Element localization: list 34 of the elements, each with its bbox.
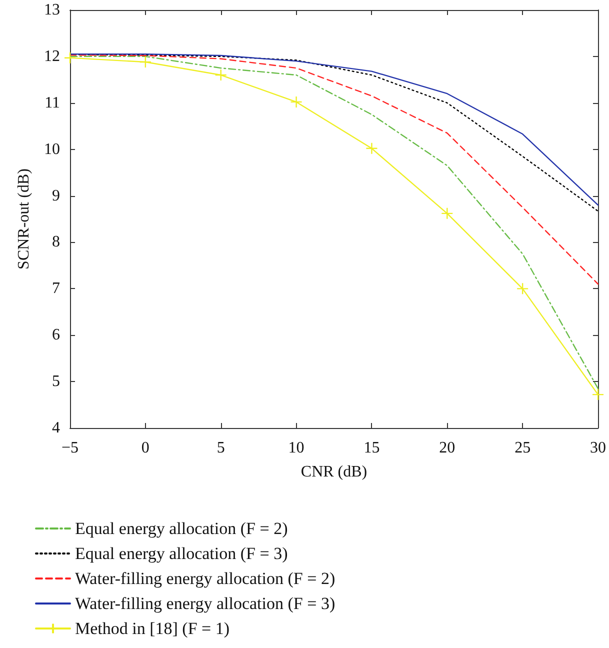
y-tick-label: 12 — [44, 48, 60, 65]
x-tick-label: 25 — [514, 440, 531, 456]
y-axis-title: SCNR-out (dB) — [16, 168, 32, 270]
x-axis-title: CNR (dB) — [300, 464, 368, 480]
x-tick-label: 20 — [439, 440, 456, 456]
legend-label: Method in [18] (F = 1) — [75, 619, 230, 638]
x-tick-label: 30 — [590, 440, 606, 456]
point — [366, 142, 378, 155]
point — [214, 68, 227, 82]
y-tick-label: 5 — [52, 373, 60, 390]
y-tick-label: 6 — [52, 326, 60, 344]
y-tick-label: 13 — [44, 2, 60, 18]
legend-label: Water-filling energy allocation (F = 2) — [75, 569, 336, 588]
line-series — [69, 54, 599, 285]
point — [139, 56, 152, 68]
point — [516, 282, 529, 295]
y-tick-label: 4 — [52, 420, 60, 436]
point — [592, 388, 604, 401]
point — [290, 96, 302, 108]
legend-label: Water-filling energy allocation (F = 3) — [75, 594, 336, 613]
legend-label: Equal energy allocation (F = 2) — [75, 519, 288, 538]
x-tick-label: −5 — [61, 440, 79, 456]
legend-label: Equal energy allocation (F = 3) — [75, 544, 288, 563]
y-tick-label: 9 — [52, 187, 60, 204]
y-tick-label: 11 — [44, 94, 60, 112]
x-tick-label: 0 — [141, 440, 150, 456]
y-tick-label: 10 — [44, 140, 60, 158]
point — [64, 52, 76, 64]
y-tick-label: 8 — [52, 234, 60, 251]
y-tick-label: 7 — [52, 280, 60, 298]
x-tick-label: 10 — [288, 440, 304, 456]
point — [441, 207, 454, 220]
x-tick-label: 5 — [216, 440, 225, 456]
x-tick-label: 15 — [364, 440, 380, 456]
